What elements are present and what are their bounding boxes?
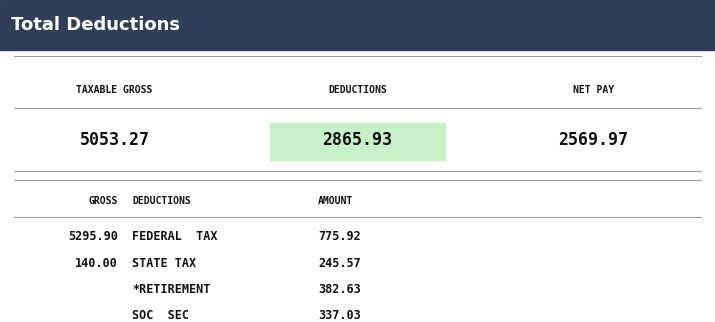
Text: 5053.27: 5053.27 [79, 131, 149, 149]
Text: 245.57: 245.57 [318, 257, 361, 270]
Text: FEDERAL  TAX: FEDERAL TAX [132, 230, 218, 243]
Text: 2865.93: 2865.93 [322, 131, 393, 149]
Text: DEDUCTIONS: DEDUCTIONS [328, 85, 387, 95]
Text: DEDUCTIONS: DEDUCTIONS [132, 196, 191, 206]
Text: *RETIREMENT: *RETIREMENT [132, 283, 211, 296]
Text: 337.03: 337.03 [318, 309, 361, 322]
Text: GROSS: GROSS [89, 196, 118, 206]
Text: 140.00: 140.00 [75, 257, 118, 270]
Text: 775.92: 775.92 [318, 230, 361, 243]
Text: AMOUNT: AMOUNT [318, 196, 353, 206]
Text: STATE TAX: STATE TAX [132, 257, 197, 270]
Text: 5295.90: 5295.90 [68, 230, 118, 243]
Text: TAXABLE GROSS: TAXABLE GROSS [77, 85, 152, 95]
Text: Total Deductions: Total Deductions [11, 16, 180, 34]
Text: 2569.97: 2569.97 [558, 131, 628, 149]
Bar [0, 0, 715, 50]
Bar [270, 123, 445, 160]
Text: 382.63: 382.63 [318, 283, 361, 296]
Text: NET PAY: NET PAY [573, 85, 614, 95]
Text: SOC  SEC: SOC SEC [132, 309, 189, 322]
